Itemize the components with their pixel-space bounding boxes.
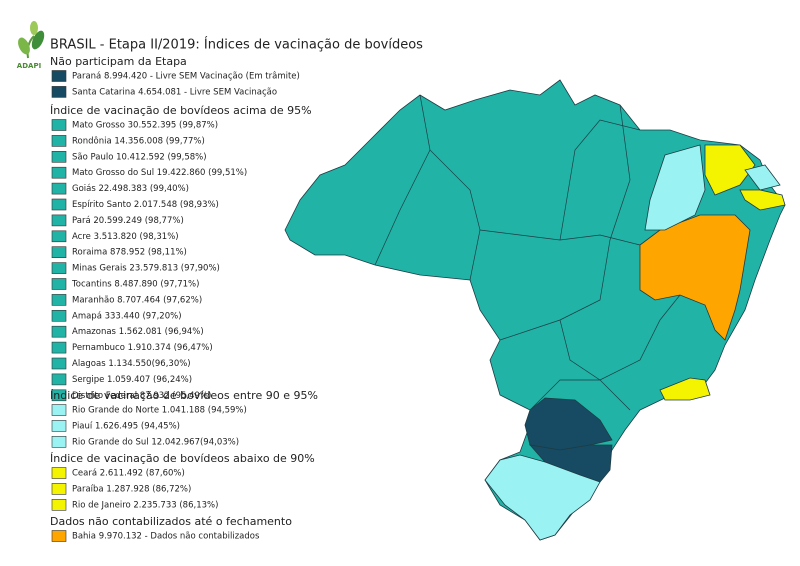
legend-swatch	[51, 325, 67, 338]
paraiba	[739, 189, 786, 211]
legend-label: Amapá 333.440 (97,20%)	[72, 311, 182, 321]
legend-swatch	[51, 198, 67, 211]
legend-label: Rio Grande do Sul 12.042.967(94,03%)	[72, 437, 239, 447]
legend-swatch	[51, 357, 67, 370]
state-border	[559, 294, 681, 381]
bahia	[639, 214, 751, 341]
legend-swatch	[51, 483, 67, 495]
legend-swatch	[51, 389, 67, 402]
legend-swatch	[51, 119, 67, 131]
legend-label: Roraima 878.952 (98,11%)	[72, 248, 187, 258]
legend-group-title: Dados não contabilizados até o fechament…	[50, 515, 292, 528]
legend-swatch	[51, 294, 67, 306]
legend-label: Amazonas 1.562.081 (96,94%)	[72, 327, 204, 337]
legend-swatch	[51, 166, 67, 179]
state-border	[499, 104, 631, 341]
legend-swatch	[51, 435, 67, 448]
legend-label: Ceará 2.611.492 (87,60%)	[72, 469, 185, 479]
legend-swatch	[51, 86, 67, 98]
legend-label: Alagoas 1.134.550(96,30%)	[72, 359, 191, 369]
legend-swatch	[51, 404, 67, 416]
legend-group-title: Índice de vacinação de bovídeos entre 90…	[50, 389, 318, 402]
legend-swatch	[51, 341, 67, 354]
legend-label: Paraíba 1.287.928 (86,72%)	[72, 484, 191, 494]
legend-label: Pernambuco 1.910.374 (96,47%)	[72, 343, 213, 353]
legend-swatch	[51, 498, 67, 511]
legend-label: Pará 20.599.249 (98,77%)	[72, 216, 184, 226]
legend-label: Santa Catarina 4.654.081 - Livre SEM Vac…	[72, 87, 277, 97]
legend-label: Piauí 1.626.495 (94,45%)	[72, 421, 180, 431]
rio-de-janeiro	[659, 377, 711, 401]
legend-swatch	[51, 530, 67, 542]
legend-label: Goiás 22.498.383 (99,40%)	[72, 184, 189, 194]
legend-label: Rio Grande do Norte 1.041.188 (94,59%)	[72, 406, 247, 416]
legend-group-title: Índice de vacinação de bovídeos acima de…	[50, 104, 312, 117]
state-border	[419, 94, 481, 281]
state-border	[479, 229, 641, 246]
legend-swatch	[51, 182, 67, 195]
logo-text: ADAPI	[17, 62, 41, 70]
legend-swatch	[51, 373, 67, 386]
logo: ADAPI	[17, 21, 45, 70]
legend-label: Minas Gerais 23.579.813 (97,90%)	[72, 264, 220, 274]
legend-swatch	[51, 214, 67, 227]
legend-label: Mato Grosso do Sul 19.422.860 (99,51%)	[72, 168, 247, 178]
state-border	[529, 379, 631, 411]
brazil-map	[284, 79, 786, 541]
legend-swatch	[51, 278, 67, 290]
legend-label: Tocantins 8.487.890 (97,71%)	[71, 280, 199, 290]
legend-label: Rondônia 14.356.008 (99,77%)	[72, 135, 205, 146]
piaui	[644, 144, 706, 231]
rio-grande-do-sul	[484, 454, 601, 541]
legend-label: Maranhão 8.707.464 (97,62%)	[72, 295, 202, 305]
rio-grande-do-norte	[744, 164, 781, 191]
title: BRASIL - Etapa II/2019: Índices de vacin…	[50, 37, 423, 53]
legend-swatch	[51, 70, 67, 82]
legend-swatch	[51, 246, 67, 258]
legend-label: Sergipe 1.059.407 (96,24%)	[72, 375, 192, 385]
legend-swatch	[51, 151, 67, 163]
legend-label: Paraná 8.994.420 - Livre SEM Vacinação (…	[72, 72, 300, 82]
ceara	[704, 144, 756, 196]
legend-label: Distrito Federal 87.932 (95,49%)	[72, 391, 211, 401]
legend-group-title: Índice de vacinação de bovídeos abaixo d…	[50, 452, 315, 465]
legend-label: Bahia 9.970.132 - Dados não contabilizad…	[72, 532, 260, 542]
state-border	[374, 149, 431, 266]
legend-label: Espírito Santo 2.017.548 (98,93%)	[72, 200, 219, 210]
state-border	[559, 119, 641, 241]
legend-group-title: Não participam da Etapa	[50, 55, 187, 68]
legend-swatch	[51, 420, 67, 432]
legend: Não participam da Etapa Paraná 8.994.420 …	[50, 55, 318, 542]
legend-swatch	[51, 230, 67, 243]
parana	[524, 397, 613, 451]
legend-label: Acre 3.513.820 (98,31%)	[72, 232, 179, 242]
legend-swatch	[51, 467, 67, 479]
legend-label: Mato Grosso 30.552.395 (99,87%)	[72, 121, 218, 131]
legend-swatch	[51, 262, 67, 274]
legend-swatch	[51, 309, 67, 322]
legend-label: Rio de Janeiro 2.235.733 (86,13%)	[72, 500, 218, 510]
legend-label: São Paulo 10.412.592 (99,58%)	[72, 152, 207, 162]
legend-swatch	[51, 135, 67, 147]
